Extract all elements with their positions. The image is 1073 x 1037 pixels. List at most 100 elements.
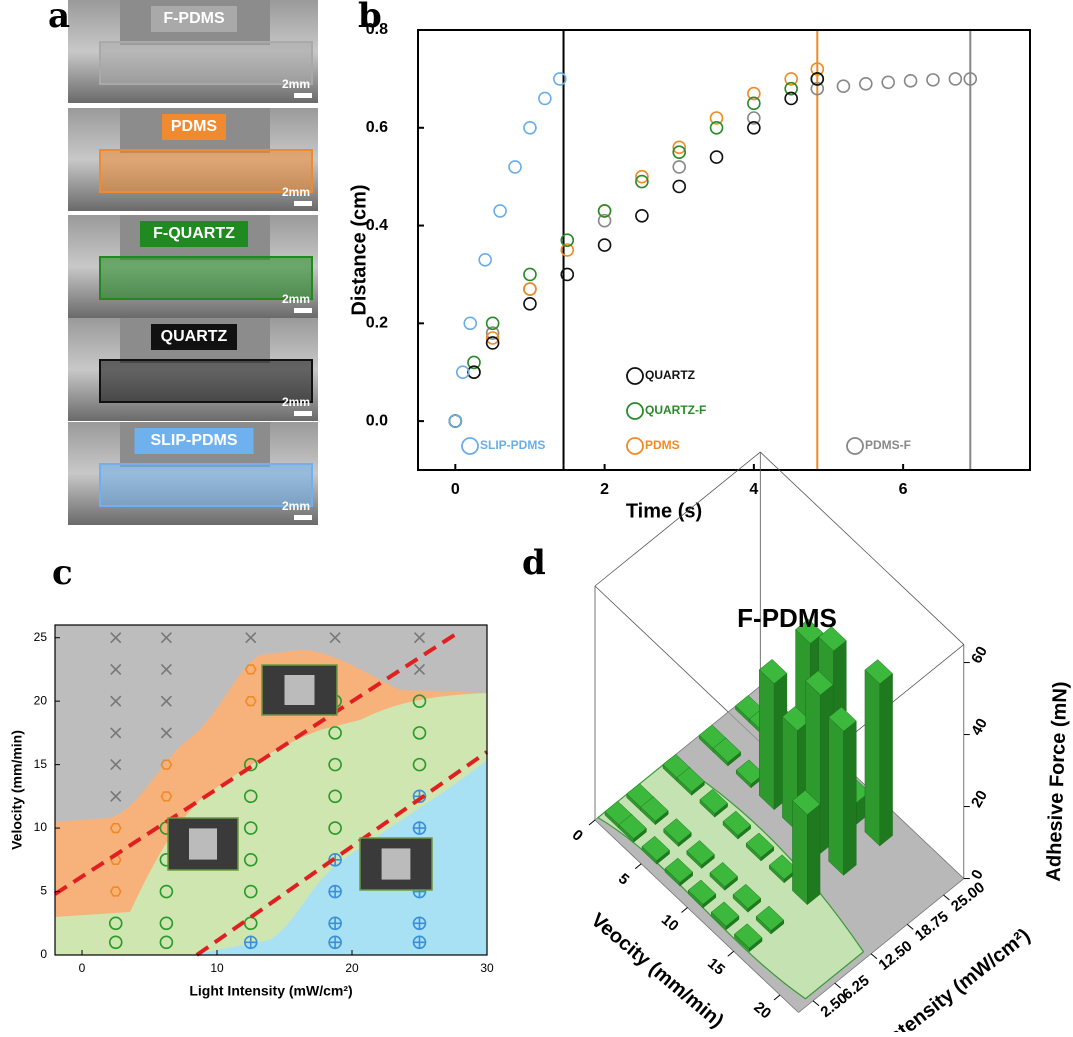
data-point bbox=[485, 326, 500, 340]
data-point bbox=[553, 72, 567, 86]
x-tick bbox=[773, 994, 781, 1001]
data-point bbox=[493, 204, 507, 218]
data-point bbox=[597, 204, 612, 218]
x-tick-label: 4 bbox=[749, 481, 758, 498]
data-point bbox=[244, 664, 257, 675]
bar-top bbox=[710, 901, 740, 927]
bar bbox=[864, 659, 893, 847]
x-tick-label: 0 bbox=[569, 826, 586, 844]
legend-marker bbox=[846, 437, 864, 455]
x-tick-label: 0 bbox=[79, 961, 86, 975]
data-point bbox=[672, 160, 687, 174]
data-point bbox=[747, 111, 761, 125]
bar bbox=[755, 905, 785, 935]
data-point bbox=[110, 695, 122, 707]
bar-top bbox=[792, 789, 821, 816]
label-box bbox=[162, 114, 226, 140]
data-point bbox=[747, 96, 761, 111]
bar bbox=[792, 789, 821, 906]
chart-title: F-PDMS bbox=[737, 603, 837, 633]
legend-marker bbox=[626, 402, 644, 420]
bar bbox=[709, 862, 738, 891]
data-point bbox=[523, 267, 537, 282]
x-tick-label: 15 bbox=[704, 955, 728, 979]
data-point bbox=[508, 160, 522, 174]
scale-bar bbox=[294, 93, 312, 98]
data-point bbox=[709, 120, 724, 135]
data-point bbox=[160, 632, 172, 644]
scale-label: 2mm bbox=[282, 292, 310, 306]
highlight bbox=[99, 256, 313, 300]
bar-front bbox=[759, 669, 775, 811]
data-point bbox=[412, 935, 427, 950]
data-point bbox=[244, 696, 257, 707]
box-edge bbox=[760, 451, 965, 645]
y-tick-label: 15 bbox=[34, 757, 48, 771]
data-point bbox=[412, 821, 427, 835]
y-tick bbox=[943, 894, 950, 901]
data-point bbox=[110, 663, 122, 675]
data-point bbox=[109, 886, 122, 897]
boundary-line bbox=[195, 750, 489, 957]
bar-top bbox=[818, 626, 847, 652]
highlight bbox=[99, 463, 313, 507]
highlight bbox=[99, 149, 313, 193]
legend-marker bbox=[461, 437, 479, 455]
bar-top bbox=[709, 862, 738, 888]
data-point bbox=[926, 73, 940, 87]
data-point bbox=[328, 726, 342, 740]
bar bbox=[676, 767, 705, 796]
plot-frame bbox=[54, 624, 488, 956]
bar-top bbox=[640, 796, 669, 822]
data-point bbox=[859, 76, 873, 91]
scale-label: 2mm bbox=[282, 77, 310, 91]
bar bbox=[710, 901, 740, 931]
inset-photo bbox=[261, 664, 338, 716]
data-point bbox=[485, 316, 500, 331]
y-tick bbox=[870, 953, 878, 960]
bar-top bbox=[758, 658, 788, 685]
data-point bbox=[412, 726, 427, 740]
bar bbox=[663, 818, 692, 848]
legend-label: QUARTZ bbox=[645, 368, 695, 382]
bar bbox=[687, 879, 717, 909]
data-point bbox=[560, 267, 575, 282]
bar-top bbox=[828, 706, 857, 732]
z-tick-label: 60 bbox=[968, 644, 991, 667]
bar-top bbox=[864, 659, 893, 685]
x-tick-label: 6 bbox=[899, 481, 908, 498]
data-point bbox=[245, 632, 257, 644]
legend-label: PDMS-F bbox=[865, 438, 911, 452]
panel-a: F-PDMS 2mm PDMS 2mm F-QUARTZ 2mm QUARTZ 2mm SLIP… bbox=[68, 0, 318, 525]
label-box bbox=[140, 221, 248, 247]
x-tick bbox=[727, 950, 735, 957]
bar-top bbox=[805, 670, 834, 696]
x-tick bbox=[588, 819, 596, 826]
data-point bbox=[478, 252, 492, 267]
data-point bbox=[160, 759, 173, 770]
data-point bbox=[948, 72, 963, 86]
data-point bbox=[672, 179, 687, 194]
y-tick-label: 5 bbox=[40, 884, 47, 898]
data-point bbox=[836, 79, 851, 94]
y-axis-title: Distance (cm) bbox=[348, 184, 370, 315]
x-tick-label: 30 bbox=[480, 961, 494, 975]
data-point bbox=[109, 822, 122, 834]
panel-label: c bbox=[52, 553, 73, 593]
y-tick bbox=[812, 1000, 820, 1007]
data-point bbox=[881, 75, 895, 90]
panel-label: b bbox=[358, 0, 382, 36]
data-point bbox=[412, 757, 427, 772]
region-blue bbox=[190, 760, 487, 955]
x-tick bbox=[681, 907, 688, 913]
inset-detail bbox=[284, 675, 315, 705]
bar bbox=[722, 810, 752, 840]
data-point bbox=[159, 884, 174, 899]
bar-top bbox=[687, 879, 717, 905]
data-point bbox=[159, 916, 174, 931]
data-point bbox=[485, 331, 500, 345]
bar-top bbox=[618, 814, 647, 840]
data-point bbox=[467, 355, 481, 370]
bar-side bbox=[843, 720, 857, 876]
bar-top bbox=[686, 840, 715, 866]
